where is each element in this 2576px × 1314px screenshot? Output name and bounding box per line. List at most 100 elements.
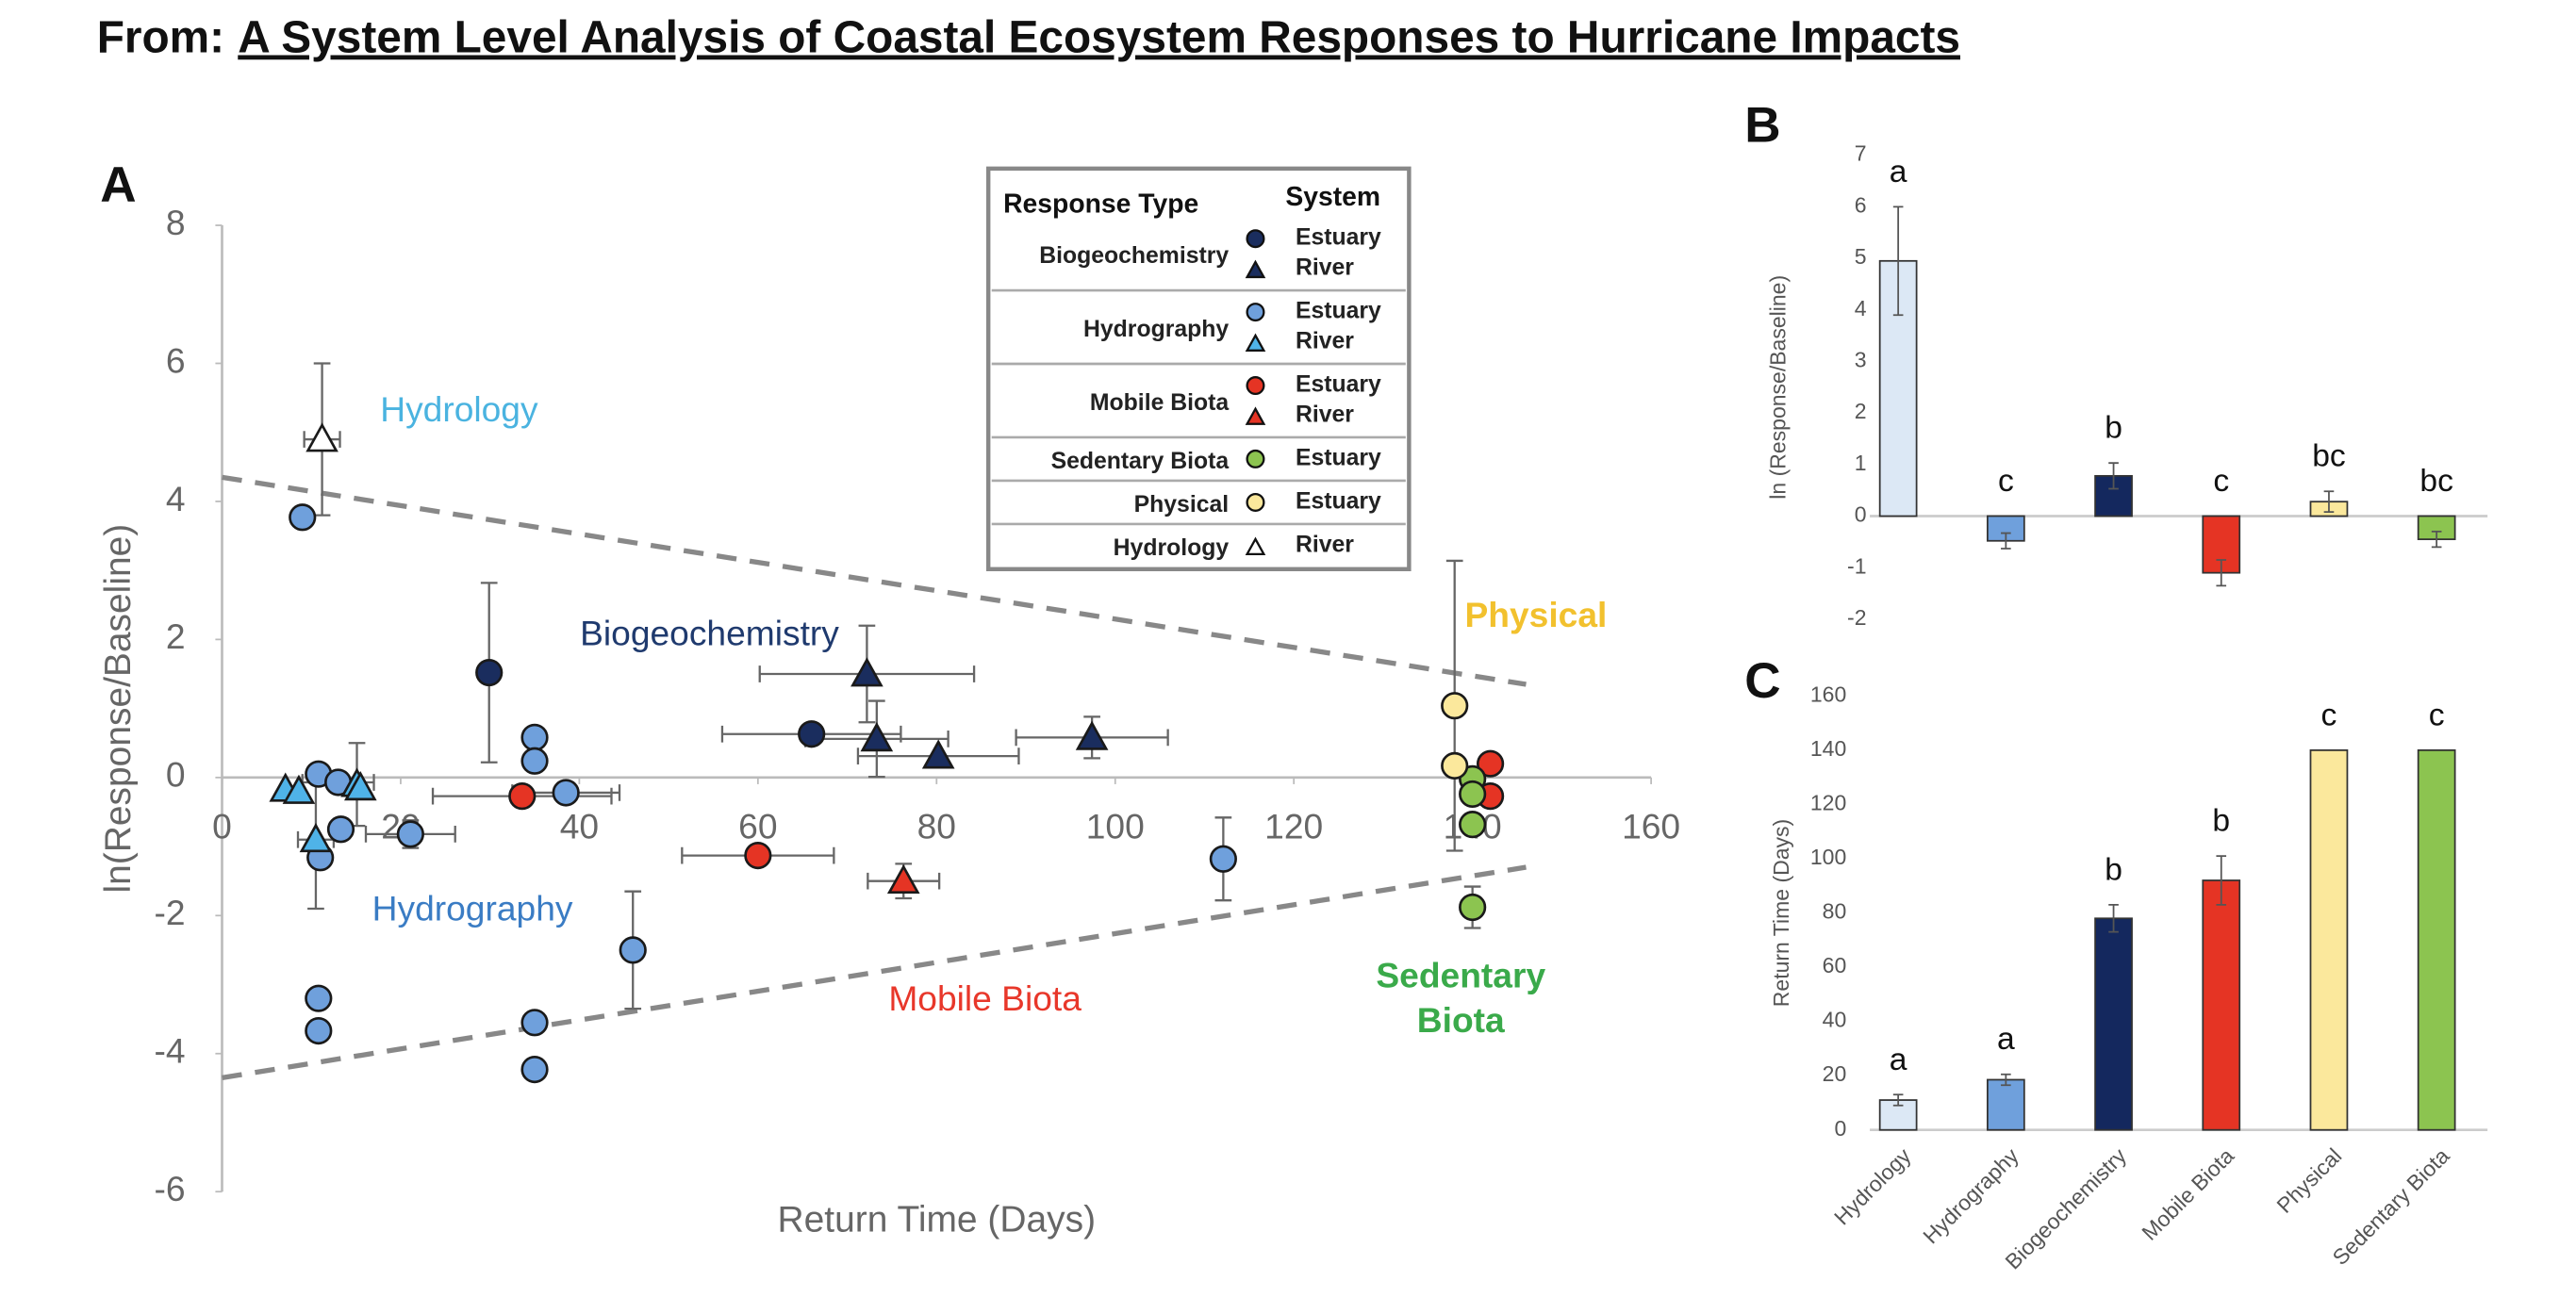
legend-marker	[1246, 449, 1265, 468]
error-bar	[2108, 462, 2119, 490]
legend-box	[985, 166, 1412, 571]
header-title: A System Level Analysis of Coastal Ecosy…	[238, 12, 1960, 62]
y-tick-label: 0	[166, 755, 186, 795]
legend-label: Estuary	[1296, 299, 1381, 324]
point	[289, 503, 317, 532]
y-tick-label: 120	[1810, 791, 1846, 815]
error-bar	[2216, 855, 2227, 906]
annotation: Sedentary	[1376, 955, 1545, 994]
legend-marker	[1245, 406, 1266, 425]
legend-group-label: Biogeochemistry	[1039, 243, 1229, 269]
significance-letter: b	[2212, 804, 2230, 839]
legend-group-label: Sedentary Biota	[1051, 449, 1230, 474]
y-tick-label: 6	[1855, 192, 1867, 217]
legend-group-label: Hydrography	[1083, 317, 1229, 342]
header-prefix: From:	[97, 12, 224, 62]
y-tick-label: 40	[1823, 1008, 1847, 1032]
legend-marker	[1245, 333, 1266, 352]
legend-label: Estuary	[1296, 225, 1381, 251]
point	[744, 841, 772, 870]
y-tick-label: 6	[166, 340, 186, 380]
bar	[2309, 749, 2349, 1131]
y-tick-label: -1	[1847, 553, 1866, 578]
reference-line	[222, 474, 1527, 687]
x-tick-label: 0	[212, 807, 232, 846]
x-tick-label: 120	[1264, 807, 1323, 846]
y-tick-label: 2	[166, 616, 186, 656]
point	[921, 739, 955, 769]
bar	[2417, 749, 2456, 1131]
y-tick-label: 100	[1810, 845, 1846, 869]
point	[1075, 720, 1109, 750]
point	[1209, 845, 1237, 873]
annotation: Biogeochemistry	[580, 613, 839, 652]
bar	[2202, 879, 2241, 1131]
legend-marker	[1245, 259, 1266, 279]
x-tick-label: 100	[1086, 807, 1145, 846]
y-tick-label: -6	[154, 1169, 185, 1208]
y-tick-label: 4	[1855, 296, 1867, 320]
error-bar	[2001, 532, 2011, 550]
point	[886, 863, 920, 895]
panel-label: C	[1744, 653, 1780, 709]
y-tick-label: 7	[1855, 141, 1867, 166]
annotation: Physical	[1465, 595, 1608, 634]
point	[552, 779, 580, 807]
point	[1441, 751, 1469, 780]
point	[305, 984, 333, 1012]
point	[850, 657, 883, 687]
y-tick-label: 140	[1810, 736, 1846, 761]
point	[344, 771, 377, 801]
y-tick-label: 60	[1823, 953, 1847, 977]
x-tick-label: Physical	[2271, 1143, 2346, 1218]
legend-label: River	[1296, 255, 1354, 281]
legend-label: Estuary	[1296, 372, 1381, 398]
legend-label: Estuary	[1296, 445, 1381, 470]
point	[520, 1009, 549, 1037]
point	[1459, 811, 1487, 839]
y-tick-label: 8	[166, 203, 186, 242]
significance-letter: a	[1890, 1043, 1907, 1077]
legend-system-title: System	[1285, 182, 1380, 212]
point	[619, 936, 647, 964]
point	[1459, 893, 1487, 922]
y-tick-label: 80	[1823, 899, 1847, 924]
point	[520, 723, 549, 751]
point	[508, 782, 537, 811]
legend-label: River	[1296, 329, 1354, 354]
y-axis-label: ln (Response/Baseline)	[1766, 275, 1791, 500]
significance-letter: c	[1998, 464, 2014, 499]
significance-letter: c	[2321, 698, 2337, 732]
y-axis-label: Return Time (Days)	[1769, 819, 1793, 1007]
significance-letter: a	[1997, 1022, 2015, 1057]
x-tick-label: Hydrology	[1829, 1143, 1916, 1230]
annotation: Biota	[1417, 1000, 1505, 1040]
legend-title: Response Type	[1003, 189, 1198, 219]
significance-letter: b	[2105, 852, 2122, 887]
point	[475, 658, 504, 687]
annotation: Mobile Biota	[888, 978, 1082, 1018]
error-bar	[1892, 1093, 1904, 1107]
y-axis-label: ln(Response/Baseline)	[98, 524, 139, 894]
x-tick-label: Hydrography	[1918, 1143, 2023, 1249]
significance-letter: b	[2105, 411, 2122, 446]
point	[1476, 749, 1505, 778]
significance-letter: a	[1890, 155, 1907, 189]
y-tick-label: 1	[1855, 451, 1867, 475]
legend-marker	[1246, 492, 1265, 512]
bar	[2094, 917, 2133, 1131]
error-bar	[2216, 559, 2227, 587]
error-bar	[1892, 205, 1904, 317]
legend-marker	[1245, 536, 1266, 555]
legend-marker	[1246, 376, 1265, 396]
annotation: Hydrography	[372, 889, 573, 928]
legend-marker	[1246, 229, 1265, 249]
point	[282, 774, 316, 804]
point	[520, 747, 549, 775]
error-bar	[2001, 1073, 2011, 1087]
error-bar	[2431, 531, 2442, 549]
bar	[1986, 1078, 2025, 1131]
x-tick-label: 160	[1622, 807, 1680, 846]
